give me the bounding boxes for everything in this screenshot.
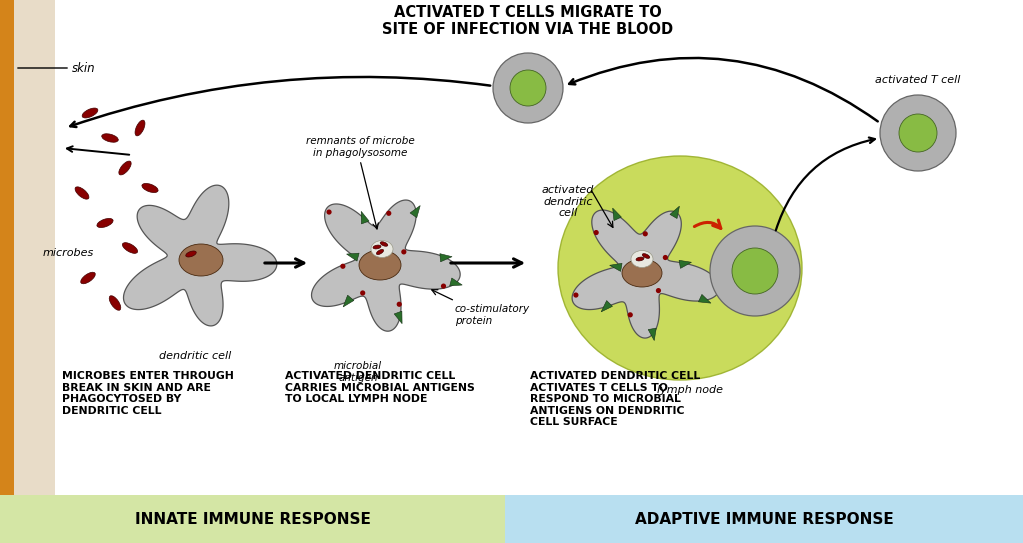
Ellipse shape	[119, 161, 131, 175]
Text: activated
dendritic
cell: activated dendritic cell	[542, 185, 594, 218]
Ellipse shape	[135, 120, 145, 136]
FancyBboxPatch shape	[0, 0, 14, 495]
Circle shape	[628, 312, 633, 318]
Circle shape	[326, 210, 331, 214]
Ellipse shape	[642, 254, 650, 258]
Ellipse shape	[82, 108, 98, 118]
Ellipse shape	[81, 272, 95, 284]
Ellipse shape	[123, 243, 138, 254]
Circle shape	[510, 70, 546, 106]
Text: MICROBES ENTER THROUGH
BREAK IN SKIN AND ARE
PHAGOCYTOSED BY
DENDRITIC CELL: MICROBES ENTER THROUGH BREAK IN SKIN AND…	[62, 371, 234, 416]
Ellipse shape	[179, 244, 223, 276]
Text: activated T cell: activated T cell	[876, 75, 961, 85]
Polygon shape	[312, 200, 460, 331]
Text: skin: skin	[72, 61, 95, 74]
Ellipse shape	[101, 134, 119, 142]
Polygon shape	[670, 206, 679, 218]
Polygon shape	[343, 295, 354, 307]
Circle shape	[401, 249, 406, 255]
Circle shape	[493, 53, 563, 123]
Circle shape	[341, 264, 346, 269]
Circle shape	[710, 226, 800, 316]
Text: ACTIVATED DENDRITIC CELL
CARRIES MICROBIAL ANTIGENS
TO LOCAL LYMPH NODE: ACTIVATED DENDRITIC CELL CARRIES MICROBI…	[285, 371, 475, 404]
Circle shape	[360, 291, 365, 295]
Polygon shape	[610, 263, 622, 272]
Text: co-stimulatory
protein: co-stimulatory protein	[455, 304, 530, 326]
Polygon shape	[613, 208, 621, 220]
Ellipse shape	[636, 257, 643, 261]
Text: ACTIVATED DENDRITIC CELL
ACTIVATES T CELLS TO
RESPOND TO MICROBIAL
ANTIGENS ON D: ACTIVATED DENDRITIC CELL ACTIVATES T CEL…	[530, 371, 701, 427]
Ellipse shape	[186, 251, 196, 257]
Circle shape	[656, 288, 661, 293]
Ellipse shape	[373, 245, 381, 249]
Text: microbes: microbes	[42, 248, 94, 258]
Polygon shape	[649, 328, 656, 340]
Ellipse shape	[558, 156, 802, 380]
Polygon shape	[124, 185, 277, 326]
Polygon shape	[347, 253, 359, 261]
Ellipse shape	[359, 250, 401, 280]
Text: microbial
antigen: microbial antigen	[333, 361, 382, 383]
Polygon shape	[440, 254, 452, 262]
Text: ADAPTIVE IMMUNE RESPONSE: ADAPTIVE IMMUNE RESPONSE	[634, 512, 893, 527]
Circle shape	[880, 95, 957, 171]
Text: dendritic cell: dendritic cell	[159, 351, 231, 361]
Circle shape	[593, 230, 598, 235]
Polygon shape	[361, 211, 369, 224]
Text: INNATE IMMUNE RESPONSE: INNATE IMMUNE RESPONSE	[135, 512, 370, 527]
Ellipse shape	[97, 218, 114, 228]
Circle shape	[663, 255, 668, 260]
Ellipse shape	[622, 259, 662, 287]
Text: ACTIVATED T CELLS MIGRATE TO
SITE OF INFECTION VIA THE BLOOD: ACTIVATED T CELLS MIGRATE TO SITE OF INF…	[383, 5, 673, 37]
Ellipse shape	[631, 250, 653, 268]
Circle shape	[642, 231, 648, 236]
FancyBboxPatch shape	[0, 495, 505, 543]
Text: remnants of microbe
in phagolysosome: remnants of microbe in phagolysosome	[306, 136, 414, 158]
Ellipse shape	[142, 184, 159, 193]
Ellipse shape	[109, 296, 121, 310]
Circle shape	[386, 211, 392, 216]
FancyBboxPatch shape	[0, 0, 55, 495]
Ellipse shape	[371, 241, 393, 257]
Ellipse shape	[376, 249, 384, 255]
Circle shape	[573, 293, 578, 298]
Circle shape	[441, 283, 446, 289]
Polygon shape	[572, 210, 719, 338]
Polygon shape	[699, 294, 711, 303]
Text: lymph node: lymph node	[657, 385, 723, 395]
Polygon shape	[679, 260, 692, 268]
Polygon shape	[450, 278, 462, 286]
FancyBboxPatch shape	[505, 495, 1023, 543]
Polygon shape	[602, 301, 613, 312]
Circle shape	[397, 302, 402, 307]
Ellipse shape	[75, 187, 89, 199]
Ellipse shape	[381, 242, 388, 246]
Polygon shape	[410, 206, 420, 218]
Circle shape	[732, 248, 779, 294]
FancyArrowPatch shape	[695, 220, 721, 229]
Polygon shape	[394, 311, 402, 324]
Circle shape	[899, 114, 937, 152]
